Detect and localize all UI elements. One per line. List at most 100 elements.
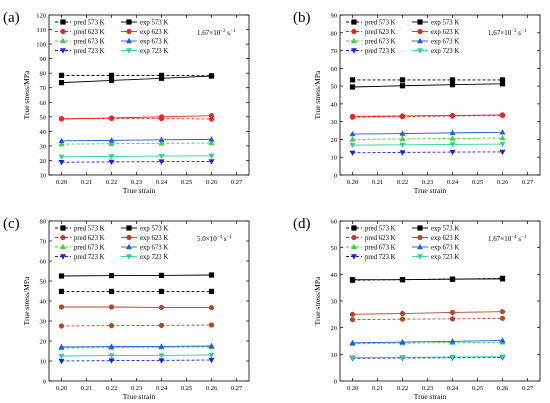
x-tick-label: 0.21 <box>372 179 383 186</box>
series-line <box>61 161 212 163</box>
data-point <box>158 159 165 165</box>
legend-label: pred 673 K <box>365 244 396 251</box>
chart-panel-1: (a) 10 20 30 40 50 60 70 80 90 100 110 120 0.20 0.21 0.… <box>3 10 250 195</box>
data-point <box>158 353 165 359</box>
data-point <box>108 159 115 166</box>
legend-entry: pred 673 K <box>346 243 396 251</box>
series-pred-573-k <box>349 77 506 83</box>
x-tick-label: 0.24 <box>156 179 168 186</box>
series-exp-623-k <box>349 112 506 119</box>
x-tick-label: 0.20 <box>56 179 67 186</box>
series-pred-723-k <box>58 159 215 166</box>
y-axis-label: True stress/MPa <box>22 70 31 119</box>
legend-marker <box>60 48 66 54</box>
data-point <box>349 136 356 142</box>
legend-marker <box>351 19 357 25</box>
legend-marker <box>417 225 423 231</box>
legend-marker <box>126 234 132 241</box>
data-point <box>349 113 356 119</box>
strain-rate-annotation: 1.67×10−3 s−1 <box>488 29 527 37</box>
y-tick-label: 70 <box>331 48 338 55</box>
x-tick-label: 0.20 <box>56 385 67 392</box>
y-tick-label: 60 <box>40 259 47 266</box>
y-tick-label: 30 <box>331 119 338 126</box>
x-tick-label: 0.25 <box>181 385 192 392</box>
legend-label: exp 573 K <box>140 225 168 232</box>
x-tick-label: 0.26 <box>206 179 218 186</box>
data-point <box>449 142 456 148</box>
x-tick-label: 0.23 <box>422 179 433 186</box>
series-pred-623-k <box>58 322 215 329</box>
series-line <box>352 143 503 146</box>
data-point <box>449 149 456 156</box>
data-point <box>399 355 406 361</box>
legend-label: pred 573 K <box>365 19 396 26</box>
data-point <box>499 112 506 118</box>
series-line <box>352 356 503 358</box>
series-line <box>352 357 503 359</box>
x-tick-label: 0.20 <box>347 385 358 392</box>
data-point <box>108 140 115 146</box>
y-tick-label: 10 <box>40 173 47 180</box>
data-point <box>158 304 165 310</box>
data-point <box>108 115 115 121</box>
data-point <box>349 317 356 323</box>
legend-marker <box>417 37 423 44</box>
x-tick-label: 0.27 <box>231 179 243 186</box>
x-tick-label: 0.22 <box>106 385 117 392</box>
data-point <box>158 140 165 146</box>
legend-entry: pred 723 K <box>346 48 396 55</box>
data-point <box>399 310 406 317</box>
legend-marker <box>126 19 132 25</box>
legend-entry: exp 573 K <box>412 19 459 26</box>
y-tick-label: 80 <box>40 219 47 226</box>
data-point <box>349 130 356 137</box>
series-pred-673-k <box>58 139 215 147</box>
y-tick-label: 60 <box>40 100 47 107</box>
chart-panel-3: (c) 0 10 20 30 40 50 60 70 80 0.20 0.21 0.22 0.23 0.24… <box>3 216 250 401</box>
y-tick-label: 50 <box>331 84 338 91</box>
series-exp-723-k <box>349 354 506 361</box>
plot-frame <box>48 14 250 176</box>
series-pred-623-k <box>349 315 506 323</box>
data-point <box>349 142 356 149</box>
legend-marker <box>351 234 357 241</box>
series-line <box>352 151 503 154</box>
data-point <box>108 154 115 160</box>
data-point <box>108 72 115 78</box>
legend-entry: exp 623 K <box>121 28 168 36</box>
x-tick-label: 0.26 <box>497 385 509 392</box>
legend-label: exp 673 K <box>140 244 168 251</box>
legend-marker <box>351 254 357 260</box>
x-axis-label: True strain <box>414 392 447 401</box>
legend-entry: exp 573 K <box>412 225 459 232</box>
data-point <box>58 80 65 86</box>
y-tick-label: 40 <box>40 129 47 136</box>
legend-marker <box>417 28 423 35</box>
data-point <box>158 288 165 294</box>
series-line <box>352 341 503 345</box>
series-line <box>352 114 503 118</box>
series-exp-623-k <box>58 304 215 311</box>
data-point <box>58 353 65 360</box>
data-point <box>399 113 406 119</box>
legend-entry: exp 673 K <box>121 37 168 45</box>
series-line <box>352 131 503 135</box>
data-point <box>58 72 65 78</box>
legend-marker <box>351 28 357 35</box>
data-point <box>208 136 215 142</box>
data-point <box>349 84 356 90</box>
data-point <box>349 277 356 283</box>
data-point <box>158 75 165 81</box>
data-point <box>158 358 165 364</box>
x-axis-label: True strain <box>123 186 156 195</box>
data-point <box>349 77 356 83</box>
y-tick-label: 50 <box>40 279 47 286</box>
data-point <box>158 343 165 349</box>
data-point <box>449 77 456 83</box>
y-tick-label: 90 <box>40 56 47 63</box>
legend-label: pred 573 K <box>74 19 105 26</box>
data-point <box>349 355 356 361</box>
legend-entry: exp 723 K <box>412 48 459 55</box>
legend-label: pred 623 K <box>74 235 105 242</box>
